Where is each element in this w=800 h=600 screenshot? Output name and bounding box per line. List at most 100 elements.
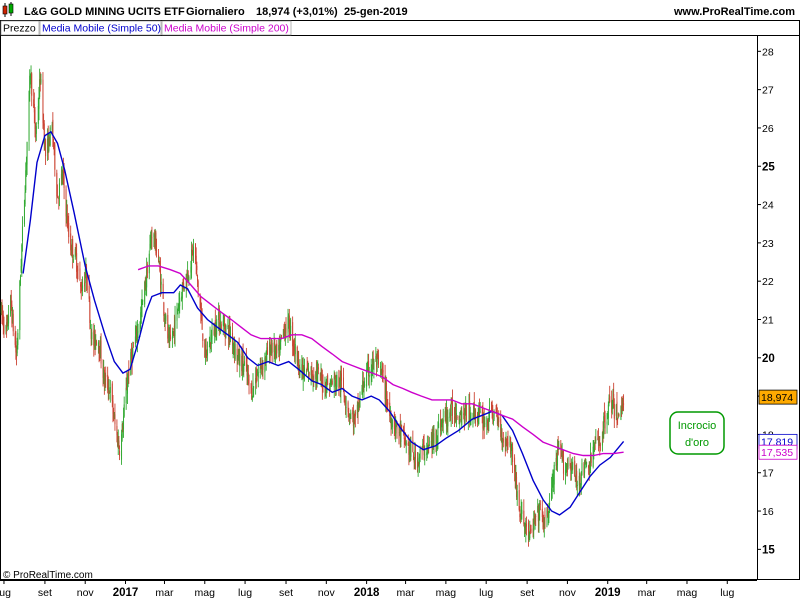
candle-body — [315, 369, 317, 379]
candle-body — [1, 303, 3, 316]
candle-body — [588, 466, 590, 469]
candle-body — [481, 412, 483, 413]
candle-body — [363, 388, 365, 393]
candle-body — [93, 333, 95, 343]
candle-body — [135, 327, 137, 335]
candle-body — [257, 374, 259, 376]
candle-body — [348, 415, 350, 417]
candle-body — [54, 144, 56, 170]
candle-body — [211, 328, 213, 339]
candle-body — [562, 450, 564, 474]
candle-body — [253, 386, 255, 388]
candle-body — [583, 463, 585, 475]
candle-body — [449, 412, 451, 418]
candle-body — [57, 197, 59, 199]
candle-body — [191, 245, 193, 252]
candle-body — [459, 418, 461, 424]
candle-body — [196, 265, 198, 271]
candle-body — [560, 452, 562, 456]
candle-body — [412, 440, 414, 452]
site-link[interactable]: www.ProRealTime.com — [673, 6, 795, 18]
candle-body — [297, 351, 299, 361]
candle-body — [150, 240, 152, 248]
candle-body — [158, 254, 160, 263]
candle-body — [307, 368, 309, 372]
candle-body — [222, 320, 224, 326]
candle-body — [58, 198, 60, 200]
candle-body — [553, 464, 555, 485]
y-tick-label: 17 — [762, 468, 774, 480]
candle-body — [479, 408, 481, 410]
candle-body — [510, 448, 512, 457]
candle-body — [413, 455, 415, 461]
candle-body — [173, 328, 175, 330]
candle-body — [94, 330, 96, 347]
candle-body — [43, 122, 45, 126]
candle-body — [109, 387, 111, 393]
date-label: 25-gen-2019 — [344, 6, 408, 18]
candle-body — [158, 261, 160, 263]
candle-body — [213, 329, 215, 335]
candle-body — [422, 440, 424, 445]
candle-body — [446, 409, 448, 425]
x-axis-ticks: lug set nov 2017 mar mag lug set nov 2018 mar mag lu… — [0, 580, 734, 599]
candle-body — [130, 349, 132, 358]
candle-body — [468, 405, 470, 422]
candle-body — [179, 297, 181, 307]
candle-body — [357, 400, 359, 413]
candle-body — [533, 516, 535, 519]
candle-body — [451, 399, 453, 416]
candle-body — [378, 354, 379, 365]
candle-body — [229, 323, 231, 337]
candle-body — [460, 412, 462, 421]
candle-body — [515, 472, 517, 485]
candle-body — [463, 413, 465, 415]
candle-body — [333, 376, 335, 388]
candle-body — [151, 237, 153, 239]
candle-body — [3, 324, 5, 333]
candle-body — [206, 355, 208, 356]
candle-body — [440, 425, 442, 435]
candle-body — [109, 392, 111, 394]
candle-body — [570, 463, 572, 471]
candle-body — [343, 392, 345, 397]
candle-body — [122, 427, 124, 430]
y-tick-label: 27 — [762, 85, 774, 97]
candle-body — [38, 98, 40, 109]
candle-body — [491, 401, 493, 412]
candle-body — [617, 417, 619, 419]
candle-body — [2, 312, 4, 318]
candle-body — [521, 509, 523, 514]
candle-body — [562, 454, 564, 455]
candle-body — [56, 195, 58, 198]
candle-body — [163, 302, 165, 316]
candle-body — [340, 376, 342, 393]
candle-body — [21, 226, 23, 242]
candle-body — [49, 137, 51, 147]
candle-body — [132, 348, 134, 361]
candle-body — [516, 491, 518, 500]
candle-body — [506, 438, 508, 445]
candle-body — [168, 335, 170, 338]
candle-body — [543, 517, 545, 528]
candle-body — [280, 338, 282, 342]
candle-body — [265, 351, 267, 362]
candle-body — [218, 308, 220, 331]
candle-body — [437, 424, 439, 442]
candle-body — [546, 510, 548, 516]
candle-body — [451, 400, 453, 404]
candle-body — [266, 347, 268, 356]
x-tick-label: mag — [436, 587, 457, 599]
candle-body — [270, 347, 272, 353]
candle-body — [486, 421, 488, 423]
candle-body — [589, 464, 591, 471]
candle-body — [71, 242, 73, 250]
candle-body — [391, 419, 393, 428]
candle-body — [501, 431, 503, 445]
candle-body — [89, 325, 91, 327]
candle-body — [557, 449, 559, 466]
candle-body — [428, 444, 430, 447]
y-tick-label: 26 — [762, 123, 774, 135]
candle-body — [575, 473, 577, 481]
candle-body — [377, 353, 379, 358]
